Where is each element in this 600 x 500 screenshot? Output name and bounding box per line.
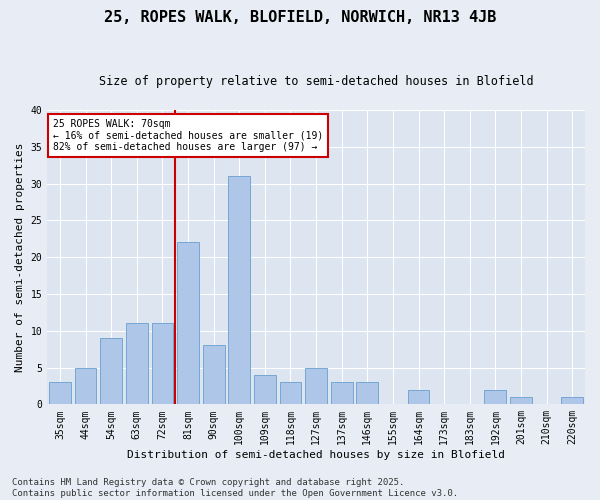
Bar <box>100 338 122 404</box>
Bar <box>229 176 250 404</box>
Bar <box>356 382 378 404</box>
Y-axis label: Number of semi-detached properties: Number of semi-detached properties <box>15 142 25 372</box>
Bar <box>407 390 430 404</box>
Text: 25, ROPES WALK, BLOFIELD, NORWICH, NR13 4JB: 25, ROPES WALK, BLOFIELD, NORWICH, NR13 … <box>104 10 496 25</box>
Bar <box>305 368 327 405</box>
Bar <box>484 390 506 404</box>
Bar <box>331 382 353 404</box>
Bar <box>510 397 532 404</box>
Bar <box>203 346 224 405</box>
Bar <box>280 382 301 404</box>
X-axis label: Distribution of semi-detached houses by size in Blofield: Distribution of semi-detached houses by … <box>127 450 505 460</box>
Title: Size of property relative to semi-detached houses in Blofield: Size of property relative to semi-detach… <box>99 75 533 88</box>
Text: Contains HM Land Registry data © Crown copyright and database right 2025.
Contai: Contains HM Land Registry data © Crown c… <box>12 478 458 498</box>
Bar <box>177 242 199 404</box>
Bar <box>152 324 173 404</box>
Bar <box>254 375 276 404</box>
Text: 25 ROPES WALK: 70sqm
← 16% of semi-detached houses are smaller (19)
82% of semi-: 25 ROPES WALK: 70sqm ← 16% of semi-detac… <box>53 119 323 152</box>
Bar <box>126 324 148 404</box>
Bar <box>562 397 583 404</box>
Bar <box>49 382 71 404</box>
Bar <box>74 368 97 405</box>
